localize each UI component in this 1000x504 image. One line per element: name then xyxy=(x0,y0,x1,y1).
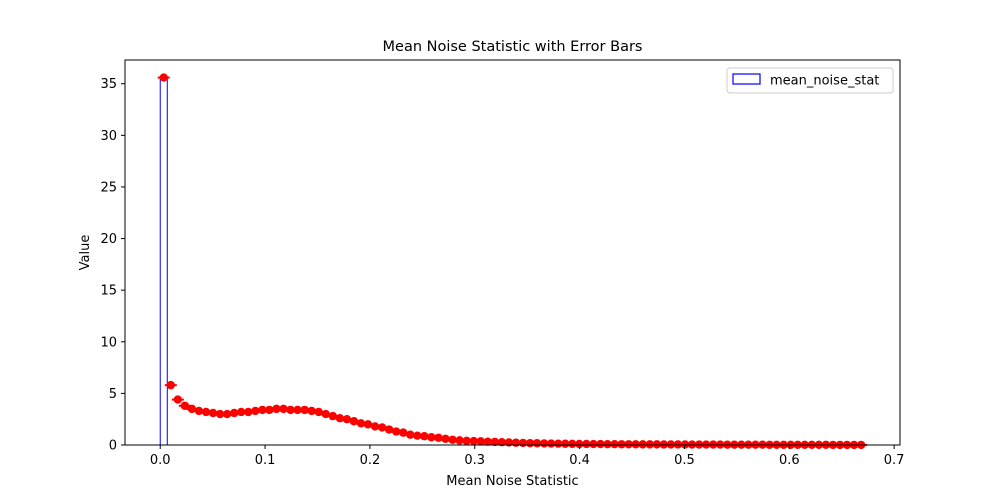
x-tick-label: 0.0 xyxy=(150,453,171,468)
x-axis-ticks: 0.0 0.1 0.2 0.3 0.4 0.5 0.6 0.7 xyxy=(150,445,905,468)
x-tick-label: 0.2 xyxy=(360,453,381,468)
y-tick-label: 15 xyxy=(100,284,117,299)
errorbar-point xyxy=(171,395,184,404)
x-tick-label: 0.1 xyxy=(255,453,276,468)
y-tick-label: 35 xyxy=(100,77,117,92)
y-tick-label: 25 xyxy=(100,180,117,195)
x-tick-label: 0.3 xyxy=(464,453,485,468)
x-tick-label: 0.5 xyxy=(674,453,695,468)
plot-area-background xyxy=(125,60,900,445)
legend: mean_noise_stat xyxy=(726,67,894,94)
x-tick-label: 0.4 xyxy=(569,453,590,468)
x-tick-label: 0.6 xyxy=(779,453,800,468)
y-tick-label: 10 xyxy=(100,335,117,350)
y-axis-label: Value xyxy=(78,235,93,271)
errorbar-point xyxy=(164,380,177,390)
x-tick-label: 0.7 xyxy=(884,453,905,468)
y-tick-label: 5 xyxy=(109,387,117,402)
x-axis-label: Mean Noise Statistic xyxy=(446,474,578,489)
y-tick-label: 0 xyxy=(109,439,117,454)
legend-swatch xyxy=(732,73,761,85)
plot-frame xyxy=(124,59,901,446)
chart-title: Mean Noise Statistic with Error Bars xyxy=(383,39,643,55)
errorbar-point xyxy=(157,73,170,82)
legend-label: mean_noise_stat xyxy=(770,74,879,89)
legend-frame xyxy=(726,67,894,94)
y-axis-ticks: 0 5 10 15 20 25 30 35 xyxy=(100,77,125,454)
y-tick-label: 30 xyxy=(100,129,117,144)
y-tick-label: 20 xyxy=(100,232,117,247)
